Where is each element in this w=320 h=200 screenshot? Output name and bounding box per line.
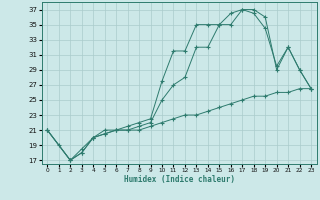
X-axis label: Humidex (Indice chaleur): Humidex (Indice chaleur) [124,175,235,184]
